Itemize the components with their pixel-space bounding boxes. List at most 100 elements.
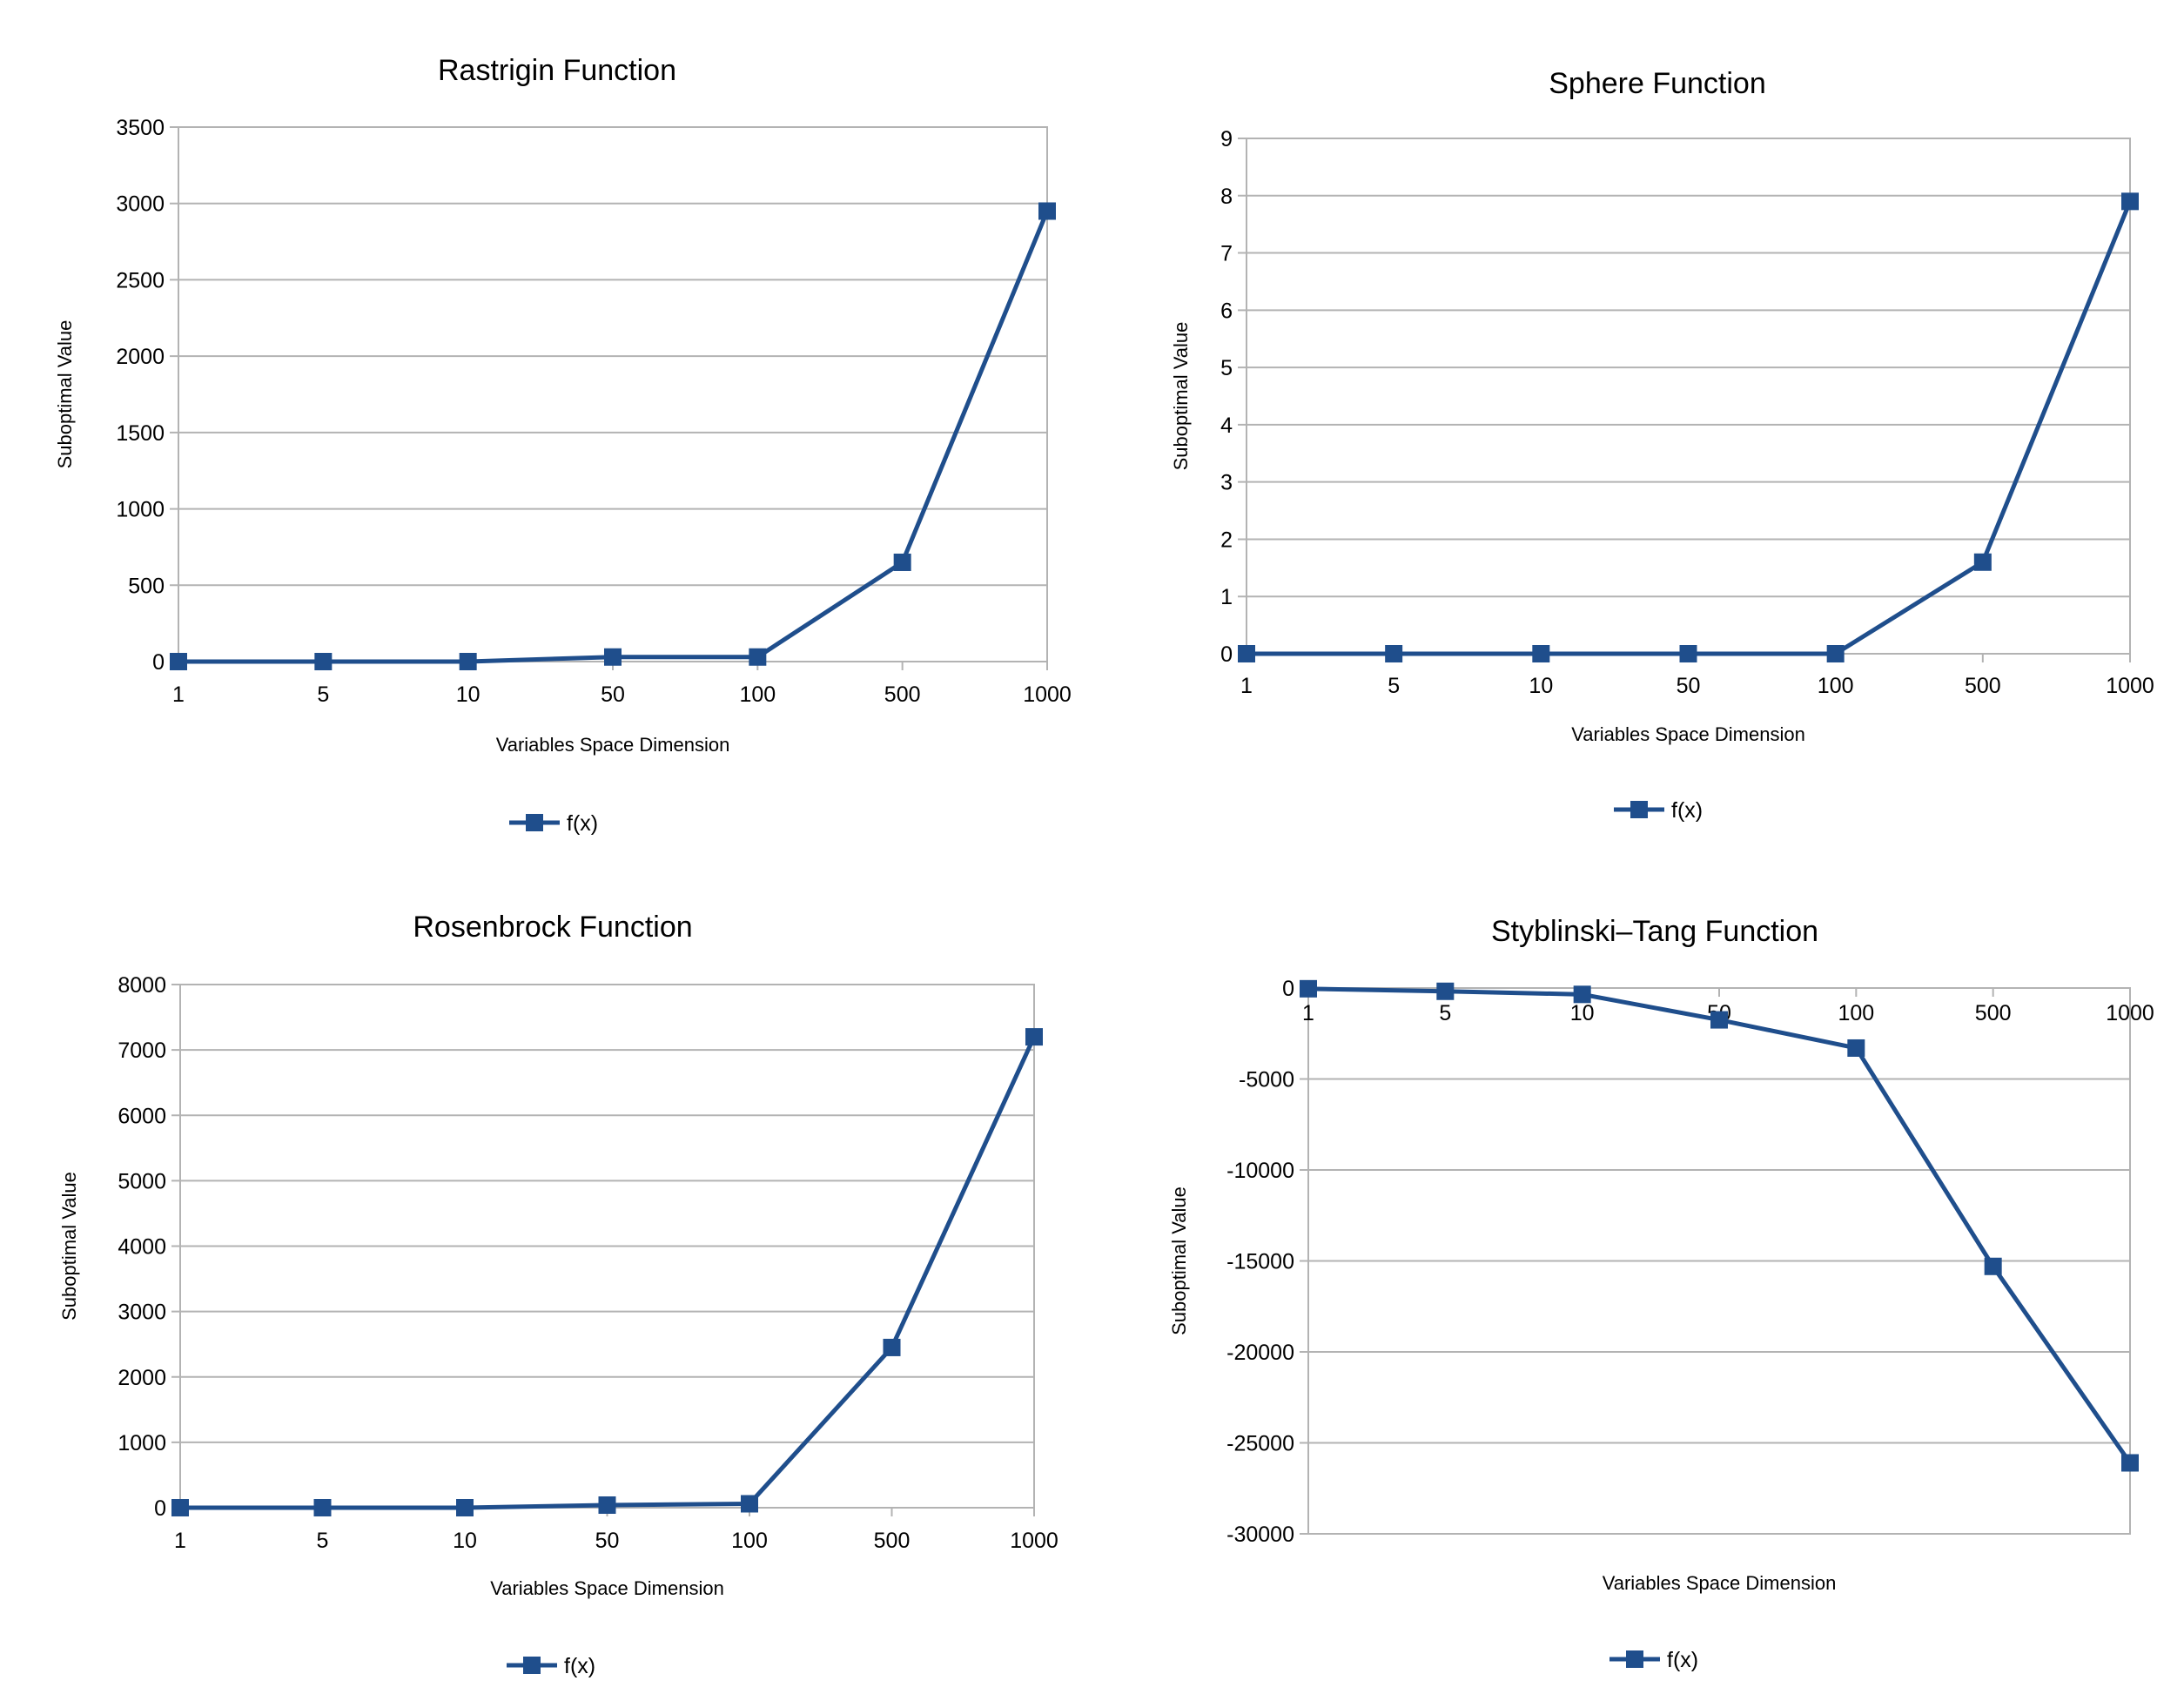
- rosenbrock-legend-marker: [523, 1657, 541, 1674]
- sphere-x-tick-label: 1: [1240, 674, 1253, 698]
- styblinski-tang-data-point: [1847, 1039, 1865, 1057]
- rosenbrock-x-tick-label: 1000: [1010, 1529, 1058, 1553]
- rastrigin-x-tick-label: 10: [456, 682, 480, 707]
- rastrigin-data-point: [604, 648, 622, 666]
- rastrigin-y-tick-label: 1500: [116, 421, 165, 446]
- rosenbrock-chart-svg: 0 1000 2000 3000 4000 5000 6000 7000 8000 1 5 10 50 1…: [58, 911, 1058, 1678]
- rastrigin-legend-marker: [526, 814, 543, 831]
- rosenbrock-data-point: [741, 1495, 758, 1513]
- rosenbrock-x-tick-label: 500: [874, 1529, 911, 1553]
- rastrigin-chart-svg: 0 500 1000 1500 2000 2500 3000 3500 1 5 10 50 100 500…: [54, 54, 1072, 836]
- sphere-y-tick-label: 5: [1220, 356, 1233, 380]
- styblinski-tang-legend-label: f(x): [1667, 1648, 1698, 1672]
- rastrigin-series-line: [178, 210, 1050, 664]
- rastrigin-x-tick-label: 500: [884, 682, 921, 707]
- styblinski-tang-x-axis-label: Variables Space Dimension: [1603, 1572, 1837, 1594]
- rastrigin-data-point: [459, 653, 477, 670]
- rosenbrock-x-tick-label: 1: [174, 1529, 186, 1553]
- rastrigin-y-tick-label: 3500: [116, 116, 165, 140]
- sphere-data-point: [1826, 645, 1845, 662]
- styblinski-tang-y-tick-label: -15000: [1226, 1250, 1294, 1274]
- rastrigin-legend-label: f(x): [567, 811, 598, 836]
- sphere-y-tick-label: 6: [1220, 299, 1233, 323]
- styblinski-tang-x-tick-label: 1: [1302, 1001, 1314, 1025]
- sphere-y-tick-label: 4: [1220, 413, 1233, 438]
- rastrigin-plot-area: [178, 126, 1048, 662]
- sphere-y-axis-label: Suboptimal Value: [1170, 322, 1192, 471]
- rosenbrock-y-tick-label: 8000: [118, 973, 166, 998]
- rastrigin-data-point: [893, 553, 911, 571]
- sphere-legend-label: f(x): [1671, 798, 1703, 823]
- rosenbrock-data-point: [598, 1496, 616, 1514]
- sphere-y-tick-label: 2: [1220, 528, 1233, 552]
- sphere-y-tick-label: 0: [1220, 642, 1233, 667]
- rosenbrock-chart-panel: 0 1000 2000 3000 4000 5000 6000 7000 8000 1 5 10 50 1…: [0, 844, 1092, 1690]
- sphere-series-line: [1247, 200, 2133, 656]
- rastrigin-y-tick-label: 0: [152, 650, 165, 675]
- rastrigin-x-tick-label: 1000: [1023, 682, 1072, 707]
- styblinski-tang-data-point: [1300, 979, 1317, 998]
- rosenbrock-y-axis-label: Suboptimal Value: [58, 1172, 80, 1321]
- rosenbrock-data-point: [1025, 1028, 1043, 1046]
- styblinski-tang-data-point: [1710, 1011, 1728, 1029]
- rosenbrock-data-point: [171, 1499, 189, 1516]
- sphere-legend-marker: [1630, 801, 1648, 818]
- styblinski-tang-chart-panel: 0 -5000 -10000 -15000 -20000 -25000 -30000 1 5 10…: [1092, 844, 2184, 1690]
- sphere-data-point: [1238, 645, 1255, 662]
- styblinski-tang-data-point: [1573, 985, 1591, 1004]
- rastrigin-y-tick-label: 2500: [116, 268, 165, 292]
- rosenbrock-data-point: [313, 1499, 332, 1516]
- rastrigin-y-tick-label: 2000: [116, 345, 165, 369]
- styblinski-tang-y-tick-label: -10000: [1226, 1159, 1294, 1183]
- rosenbrock-x-tick-label: 5: [317, 1529, 329, 1553]
- styblinski-tang-data-point: [1436, 982, 1455, 1000]
- rosenbrock-x-tick-label: 100: [731, 1529, 768, 1553]
- rosenbrock-data-point: [883, 1338, 901, 1356]
- rosenbrock-series-line: [180, 1036, 1037, 1510]
- sphere-plot-area: [1246, 138, 2131, 655]
- rastrigin-y-axis-label: Suboptimal Value: [54, 320, 76, 469]
- rosenbrock-y-tick-label: 1000: [118, 1431, 166, 1455]
- styblinski-tang-x-tick-label: 10: [1570, 1001, 1595, 1025]
- rosenbrock-x-axis-label: Variables Space Dimension: [490, 1577, 724, 1599]
- sphere-y-tick-label: 7: [1220, 242, 1233, 266]
- styblinski-tang-x-tick-label: 100: [1838, 1001, 1874, 1025]
- styblinski-tang-chart-svg: 0 -5000 -10000 -15000 -20000 -25000 -30000 1 5 10…: [1168, 915, 2154, 1672]
- styblinski-tang-chart-title: Styblinski–Tang Function: [1491, 915, 1818, 948]
- sphere-x-tick-label: 100: [1818, 674, 1854, 698]
- rosenbrock-y-tick-label: 4000: [118, 1235, 166, 1260]
- styblinski-tang-x-tick-label: 1000: [2106, 1001, 2154, 1025]
- styblinski-tang-data-point: [2121, 1454, 2139, 1472]
- sphere-legend: f(x): [1614, 798, 1703, 823]
- sphere-data-point: [1679, 645, 1697, 662]
- styblinski-tang-y-tick-label: -5000: [1239, 1068, 1294, 1092]
- rosenbrock-y-tick-label: 0: [154, 1496, 166, 1521]
- styblinski-tang-y-tick-label: -20000: [1226, 1341, 1294, 1365]
- sphere-x-axis-label: Variables Space Dimension: [1571, 723, 1805, 745]
- sphere-data-point: [1385, 645, 1403, 662]
- styblinski-tang-y-tick-label: -25000: [1226, 1432, 1294, 1456]
- rosenbrock-chart-title: Rosenbrock Function: [413, 911, 692, 944]
- styblinski-tang-y-axis-label: Suboptimal Value: [1168, 1186, 1190, 1335]
- rosenbrock-data-point: [456, 1499, 474, 1516]
- rastrigin-y-tick-label: 3000: [116, 192, 165, 217]
- sphere-x-tick-label: 10: [1529, 674, 1553, 698]
- sphere-data-point: [1973, 553, 1992, 571]
- rosenbrock-x-tick-label: 10: [453, 1529, 477, 1553]
- styblinski-tang-legend-marker: [1626, 1650, 1643, 1668]
- rosenbrock-legend-label: f(x): [564, 1654, 595, 1678]
- rastrigin-x-axis-label: Variables Space Dimension: [496, 734, 730, 756]
- rastrigin-y-tick-label: 500: [128, 574, 165, 598]
- sphere-data-point: [2121, 192, 2139, 211]
- sphere-x-tick-label: 500: [1965, 674, 2001, 698]
- rastrigin-legend: f(x): [509, 811, 598, 836]
- styblinski-tang-y-tick-label: -30000: [1226, 1523, 1294, 1547]
- styblinski-tang-legend: f(x): [1609, 1648, 1698, 1672]
- sphere-y-tick-label: 1: [1220, 585, 1233, 609]
- styblinski-tang-y-tick-label: 0: [1282, 977, 1294, 1001]
- rastrigin-chart-panel: 0 500 1000 1500 2000 2500 3000 3500 1 5 10 50 100 500…: [0, 0, 1092, 844]
- styblinski-tang-x-tick-label: 5: [1439, 1001, 1451, 1025]
- styblinski-tang-series-line: [1307, 986, 2133, 1464]
- rosenbrock-x-tick-label: 50: [595, 1529, 620, 1553]
